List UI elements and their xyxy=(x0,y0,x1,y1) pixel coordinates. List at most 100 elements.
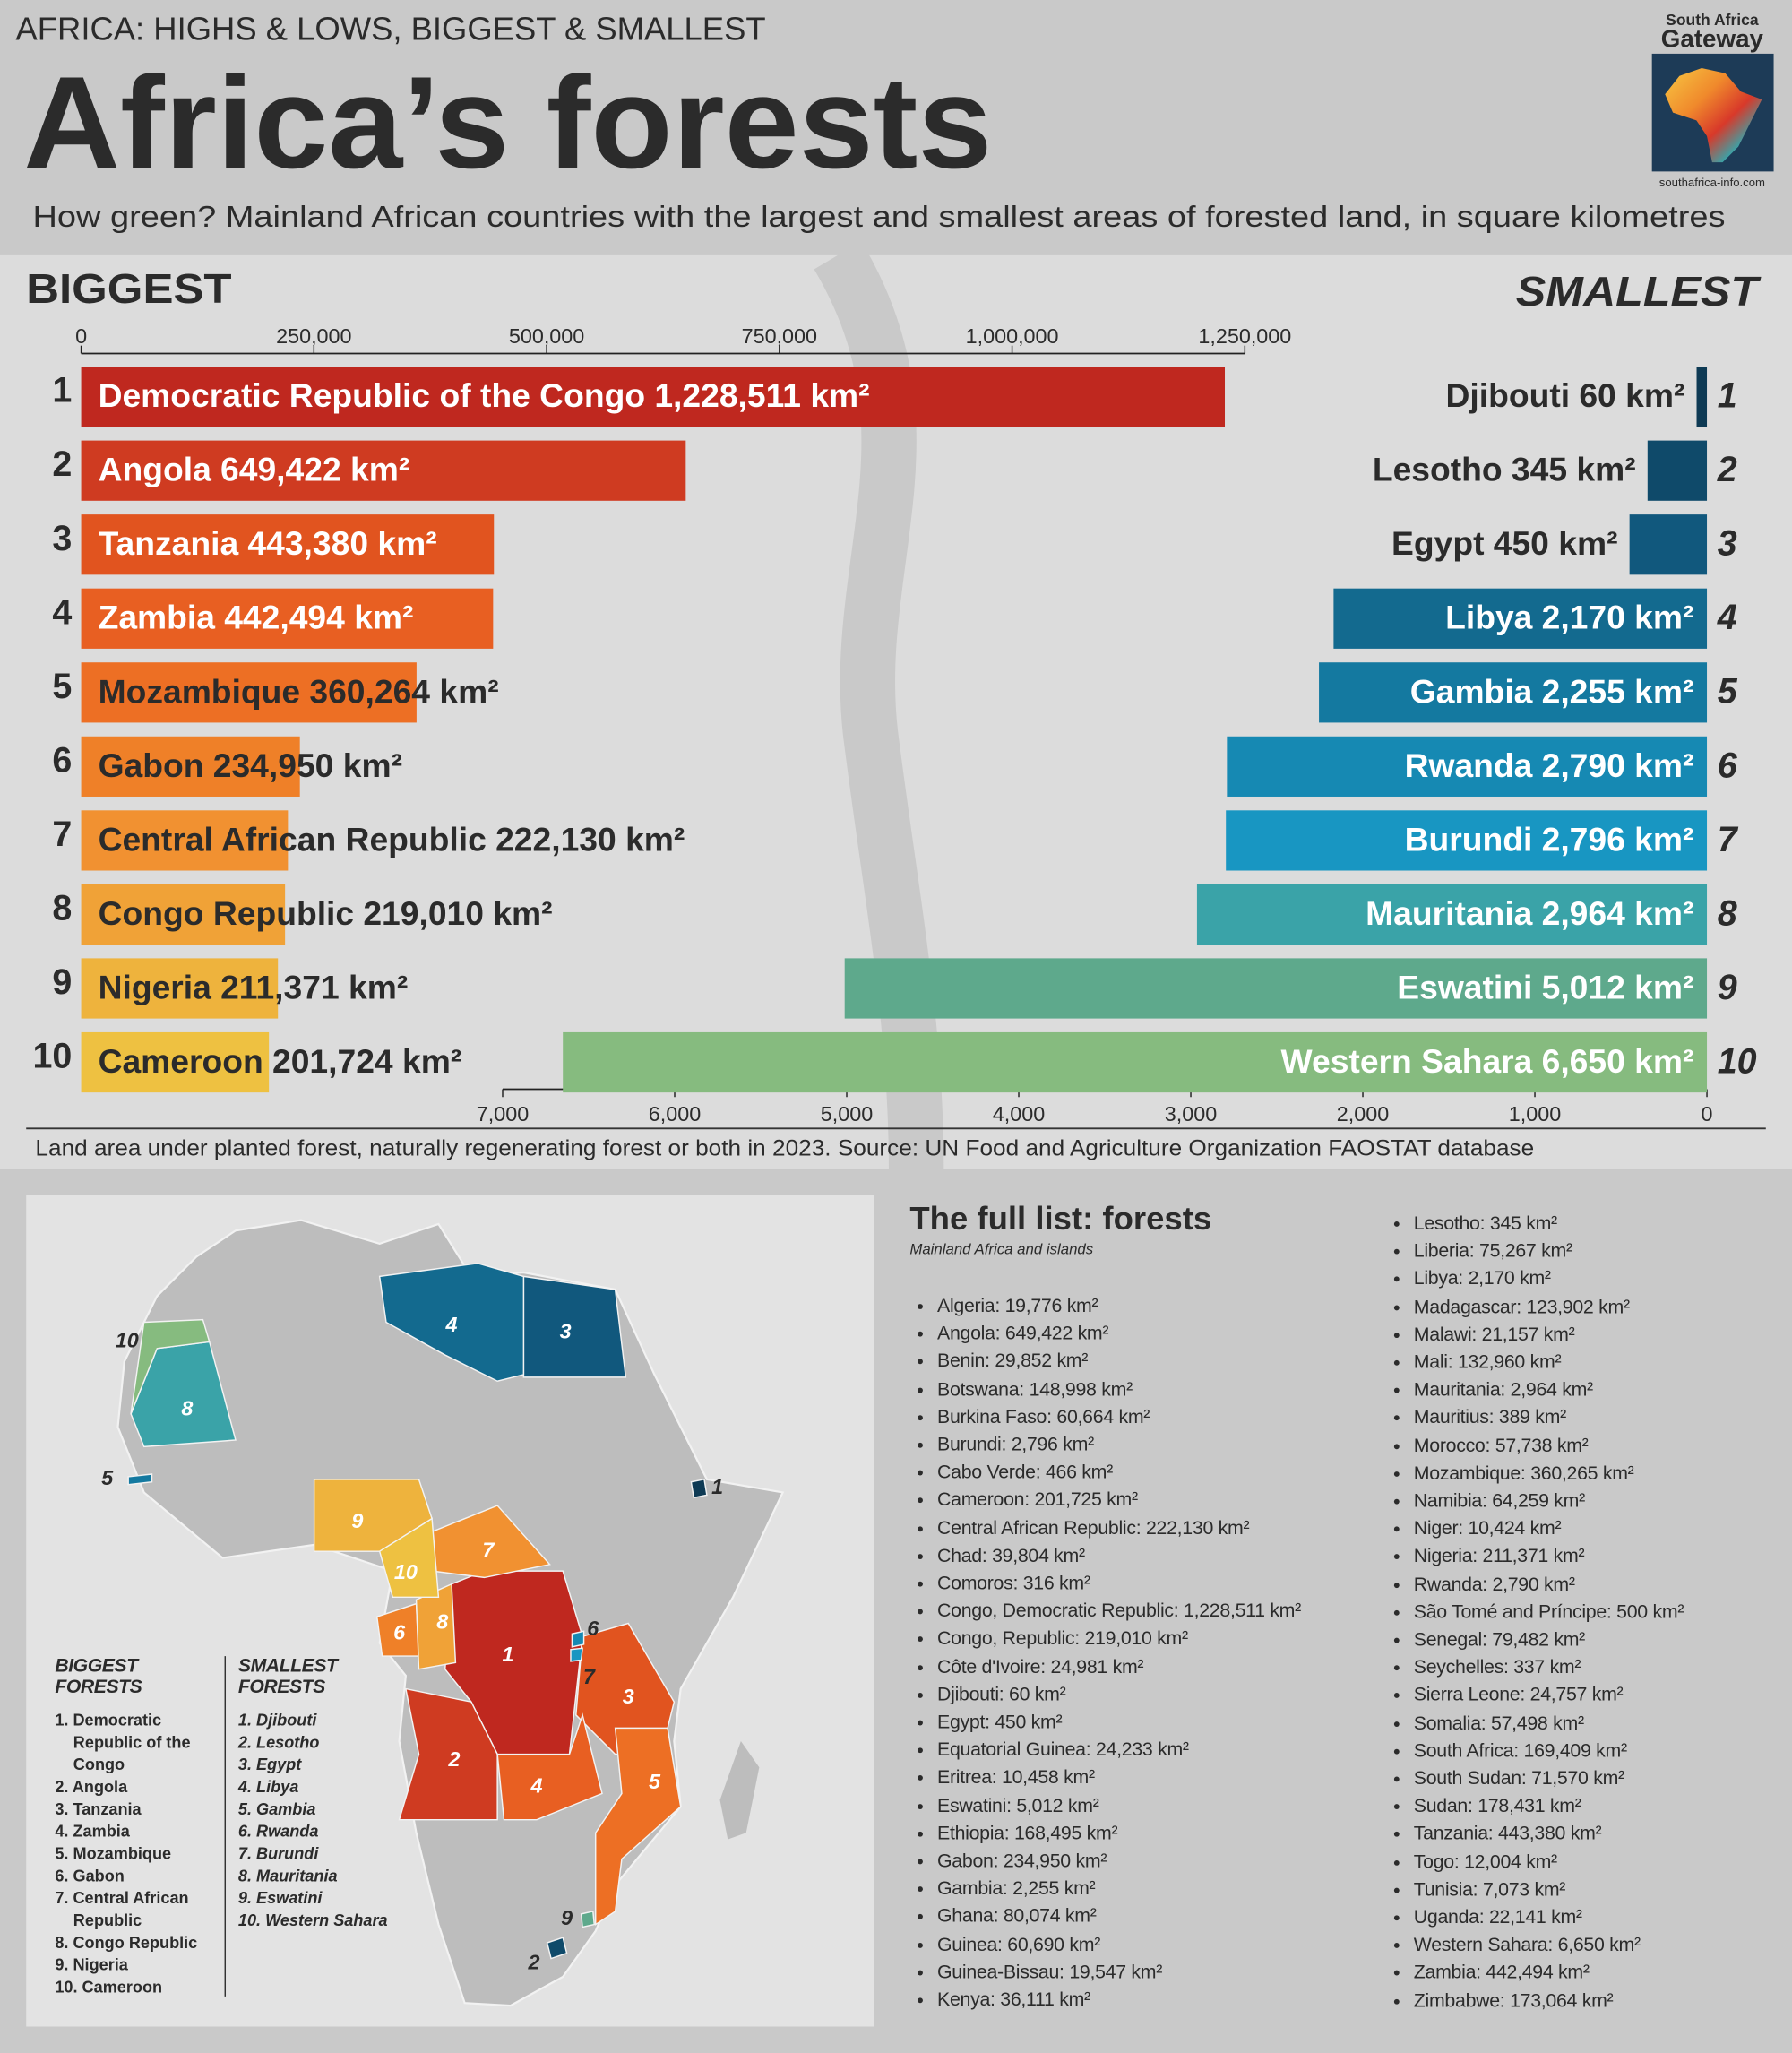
legend-item: 7. Burundi xyxy=(237,1844,319,1863)
legend-item: 9. Eswatini xyxy=(237,1889,323,1908)
rank-label: 5 xyxy=(1718,672,1738,712)
bar xyxy=(844,958,1708,1019)
list-item: Cabo Verde: 466 km² xyxy=(937,1460,1301,1488)
bar xyxy=(81,588,494,649)
list-item: Guinea: 60,690 km² xyxy=(937,1932,1301,1960)
list-item: Comoros: 316 km² xyxy=(937,1571,1301,1599)
bar-category: Lesotho xyxy=(1373,451,1503,488)
madagascar xyxy=(719,1741,760,1840)
list-item: South Africa: 169,409 km² xyxy=(1414,1738,1684,1766)
bar-value-label: 60 km² xyxy=(1579,376,1684,414)
legend-item: 7. Central African Republic xyxy=(55,1889,189,1930)
bar xyxy=(81,958,279,1019)
bar-value-label: 222,130 km² xyxy=(495,820,685,858)
bar-category: Rwanda xyxy=(1405,746,1533,784)
legend-item: 3. Tanzania xyxy=(55,1799,142,1819)
kicker: AFRICA: HIGHS & LOWS, BIGGEST & SMALLEST xyxy=(16,11,766,47)
legend-item: 3. Egypt xyxy=(237,1755,302,1774)
x-tick-label: 6,000 xyxy=(649,1102,701,1126)
x-tick-label: 7,000 xyxy=(477,1102,529,1126)
list-item: Kenya: 36,111 km² xyxy=(937,1988,1301,2015)
bar-label: Lesotho 345 km² xyxy=(1373,451,1636,488)
legend-item: 6. Rwanda xyxy=(237,1822,319,1842)
x-tick-label: 1,250,000 xyxy=(1198,324,1291,348)
rank-label: 8 xyxy=(1718,893,1737,933)
list-item: Algeria: 19,776 km² xyxy=(937,1293,1301,1321)
list-item: Ghana: 80,074 km² xyxy=(937,1904,1301,1932)
rank-label: 7 xyxy=(52,815,72,854)
list-item: Namibia: 64,259 km² xyxy=(1414,1488,1684,1516)
list-item: Gambia: 2,255 km² xyxy=(937,1876,1301,1904)
list-item: Togo: 12,004 km² xyxy=(1414,1850,1684,1877)
list-item: São Tomé and Príncipe: 500 km² xyxy=(1414,1600,1684,1627)
rank-label: 4 xyxy=(52,592,72,632)
map-rank-label: 2 xyxy=(528,1951,540,1974)
bar xyxy=(1333,588,1708,649)
map-rank-label: 6 xyxy=(587,1617,599,1640)
bar-category: Djibouti xyxy=(1445,376,1570,414)
bar-value-label: 2,170 km² xyxy=(1542,599,1694,636)
legend-list: 1. Democratic Republic of the Congo 2. An… xyxy=(55,1710,219,1999)
bar xyxy=(563,1031,1708,1093)
list-item: Niger: 10,424 km² xyxy=(1414,1516,1684,1544)
bar-value-label: 649,422 km² xyxy=(220,451,409,488)
list-item: Ethiopia: 168,495 km² xyxy=(937,1821,1301,1849)
map-country xyxy=(594,1727,682,1926)
x-tick-label: 3,000 xyxy=(1165,1102,1217,1126)
bar-category: Gambia xyxy=(1410,672,1533,710)
legend-item: 4. Libya xyxy=(237,1777,299,1797)
legend-item: 6. Gabon xyxy=(55,1867,125,1885)
map-country xyxy=(415,1583,457,1670)
map-rank-label: 1 xyxy=(711,1475,723,1498)
list-column: Algeria: 19,776 km²Angola: 649,422 km²Be… xyxy=(917,1293,1301,2014)
bar-label: Nigeria 211,371 km² xyxy=(99,968,409,1005)
bar-value-label: 2,796 km² xyxy=(1542,820,1694,858)
rank-label: 10 xyxy=(1718,1041,1757,1081)
bar xyxy=(81,440,686,501)
rank-label: 3 xyxy=(1718,524,1737,564)
map-rank-label: 5 xyxy=(649,1770,661,1793)
map-rank-label: 10 xyxy=(116,1329,139,1352)
bar-label: Eswatini 5,012 km² xyxy=(1397,968,1693,1005)
x-tick-label: 500,000 xyxy=(509,324,584,348)
bar-category: Cameroon xyxy=(99,1042,263,1080)
list-item: Guinea-Bissau: 19,547 km² xyxy=(937,1960,1301,1988)
list-item: Djibouti: 60 km² xyxy=(937,1682,1301,1710)
map-country xyxy=(580,1911,596,1928)
list-item: Angola: 649,422 km² xyxy=(937,1321,1301,1349)
x-tick-label: 2,000 xyxy=(1337,1102,1389,1126)
bar-value-label: 219,010 km² xyxy=(363,894,552,932)
map-country xyxy=(378,1263,525,1383)
bar-label: Gabon 234,950 km² xyxy=(99,746,402,784)
bar-label: Democratic Republic of the Congo 1,228,51… xyxy=(99,376,870,414)
bar-category: Mauritania xyxy=(1366,894,1533,932)
list-item: Congo, Republic: 219,010 km² xyxy=(937,1626,1301,1654)
list-item: Mozambique: 360,265 km² xyxy=(1414,1461,1684,1488)
logo-top: South Africa xyxy=(1666,11,1759,29)
bar-label: Mauritania 2,964 km² xyxy=(1366,894,1693,932)
list-item: Nigeria: 211,371 km² xyxy=(1414,1544,1684,1572)
legend-title: SMALLEST FORESTS xyxy=(237,1656,338,1698)
bar xyxy=(1227,736,1708,797)
rank-label: 2 xyxy=(52,444,72,484)
bar-value-label: 360,264 km² xyxy=(309,672,498,710)
bar-category: Western Sahara xyxy=(1281,1042,1533,1080)
legend-title: BIGGEST FORESTS xyxy=(55,1656,142,1698)
legend-item: 2. Lesotho xyxy=(237,1733,320,1752)
bar xyxy=(1629,514,1708,575)
rank-label: 4 xyxy=(1717,598,1737,637)
bar-category: Central African Republic xyxy=(99,820,487,858)
bar-value-label: 5,012 km² xyxy=(1542,968,1694,1005)
bar xyxy=(1196,884,1708,945)
list-item: Central African Republic: 222,130 km² xyxy=(937,1515,1301,1543)
bar-category: Tanzania xyxy=(99,524,239,562)
list-item: Eswatini: 5,012 km² xyxy=(937,1793,1301,1821)
map-country xyxy=(127,1473,153,1486)
list-item: Malawi: 21,157 km² xyxy=(1414,1322,1684,1350)
list-item: Cameroon: 201,725 km² xyxy=(937,1488,1301,1515)
list-item: Botswana: 148,998 km² xyxy=(937,1376,1301,1404)
bar-value-label: 2,255 km² xyxy=(1542,672,1694,710)
full-list-header: The full list: forests Mainland Africa a… xyxy=(909,1201,1211,1258)
bar-label: Central African Republic 222,130 km² xyxy=(99,820,685,858)
